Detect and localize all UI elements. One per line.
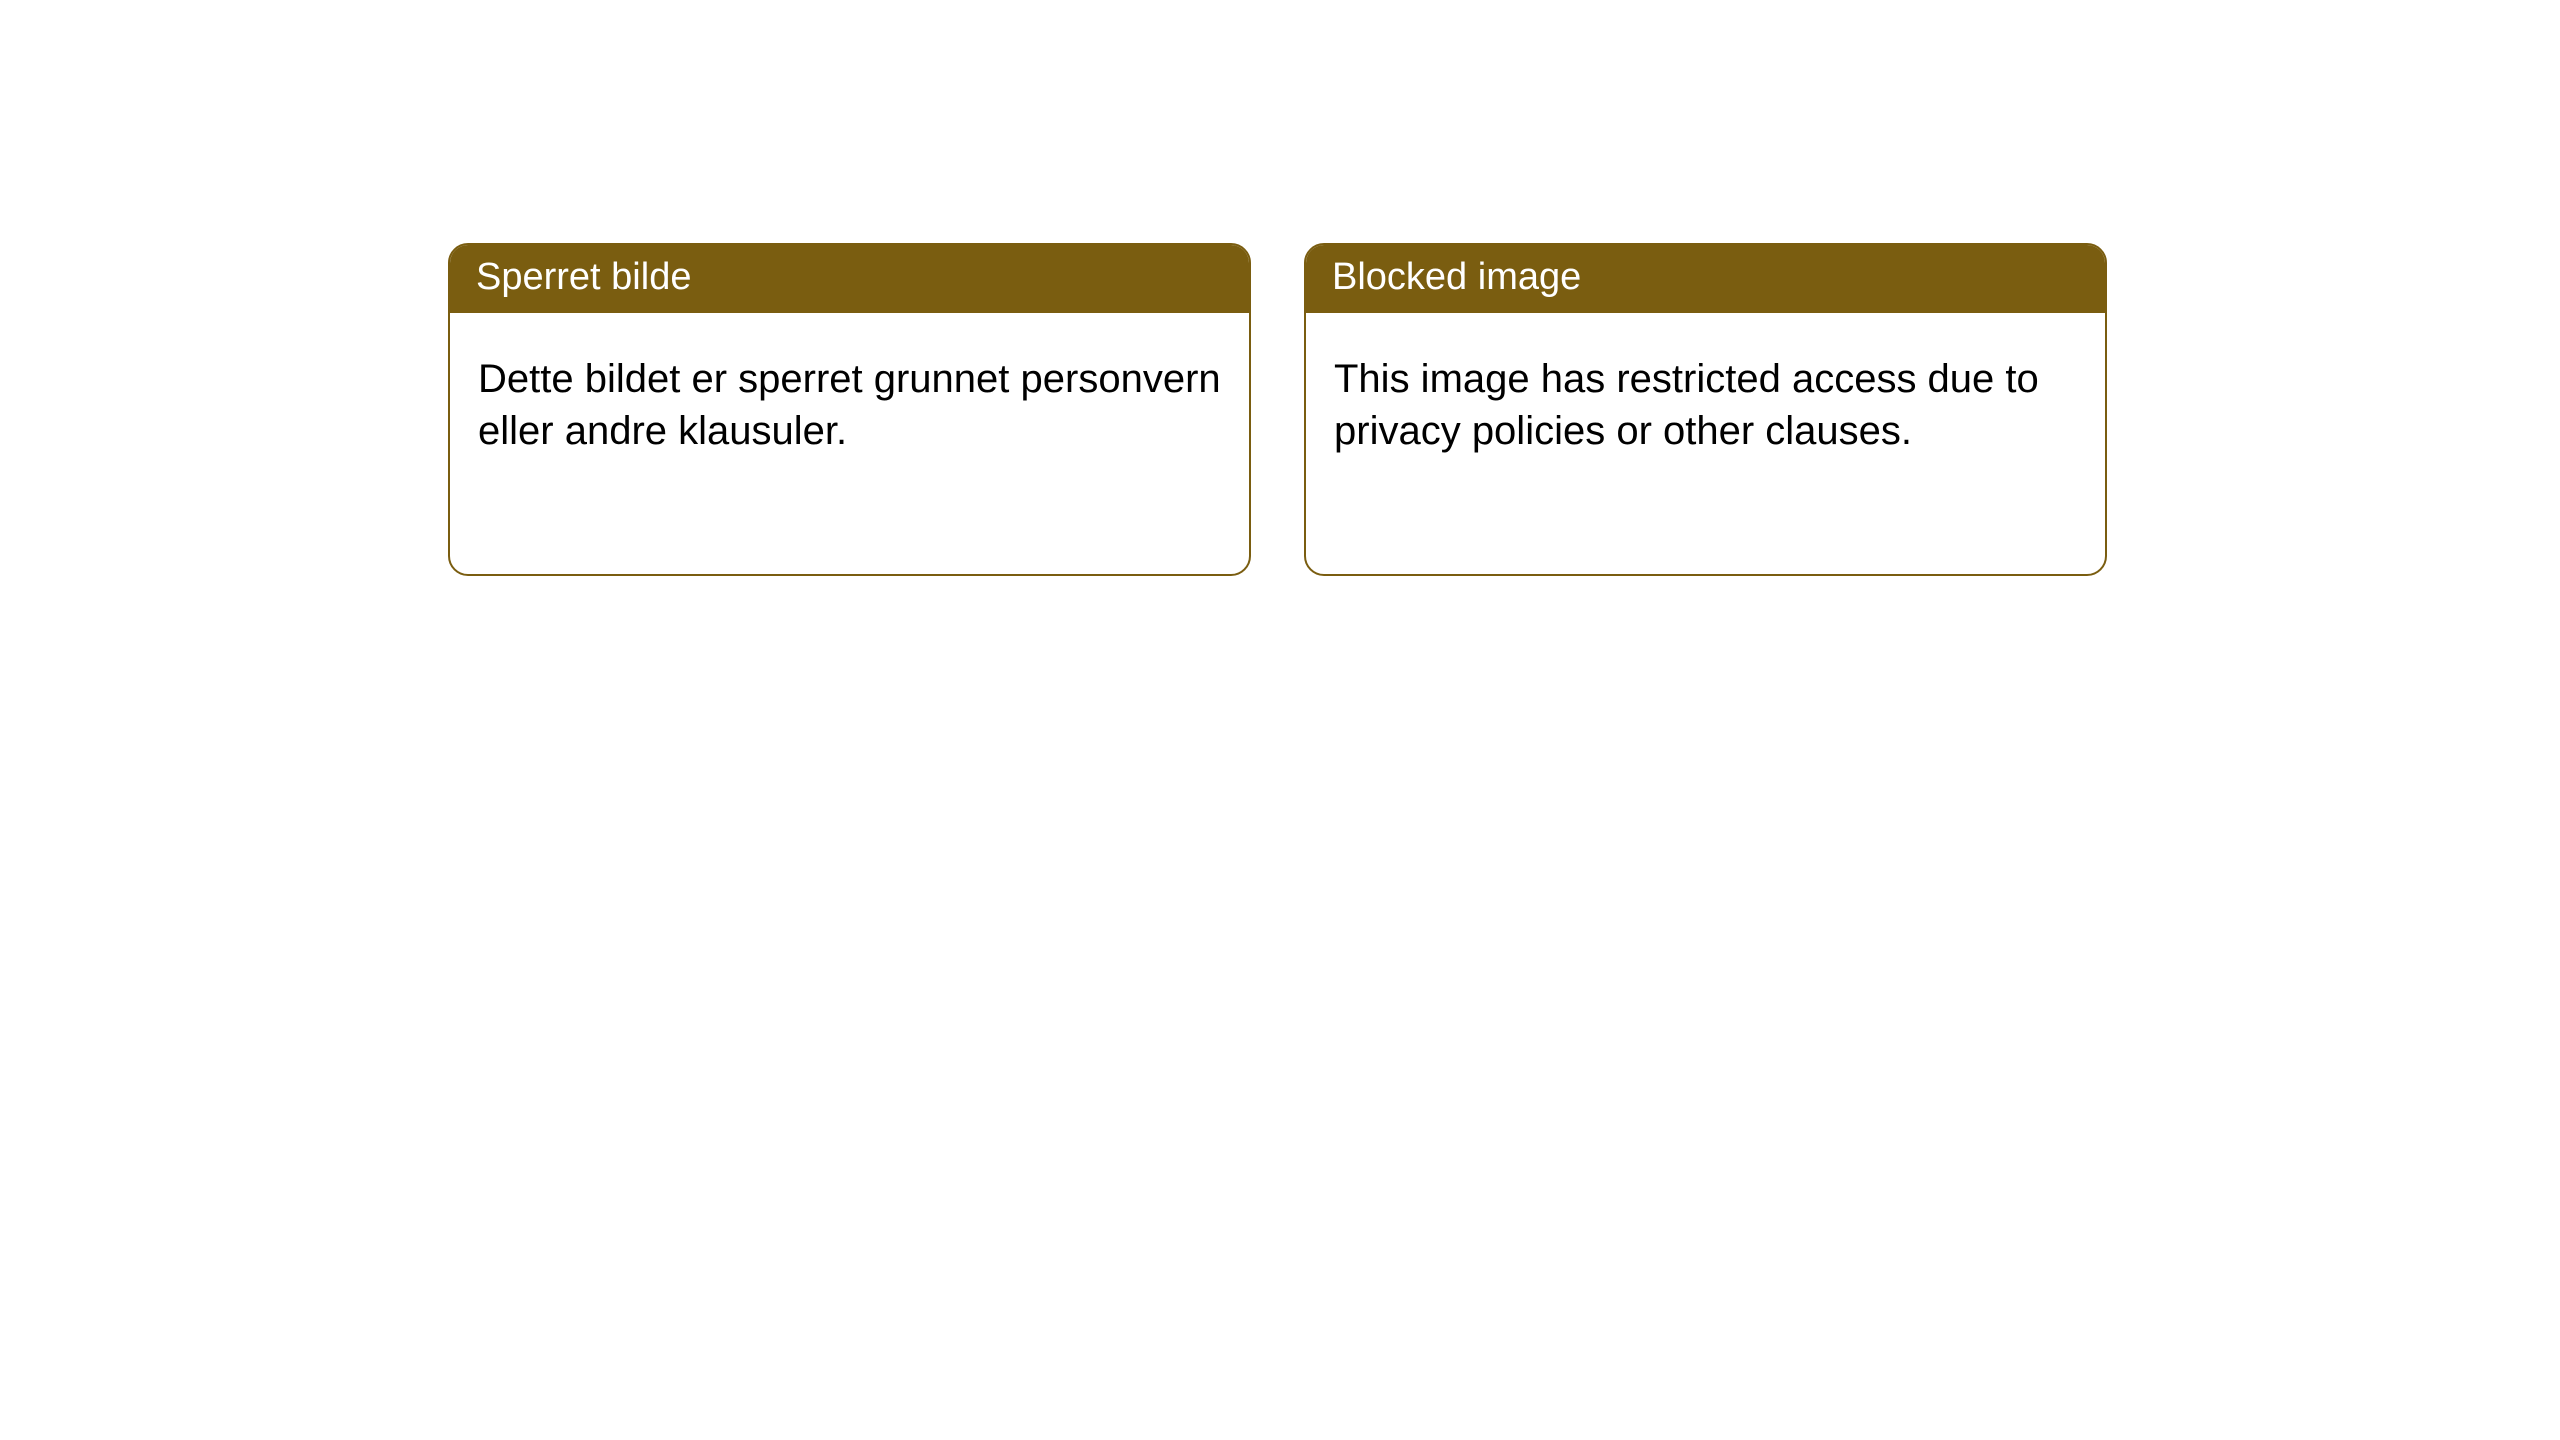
notice-card-en: Blocked image This image has restricted … [1304,243,2107,576]
notice-body-no: Dette bildet er sperret grunnet personve… [450,313,1249,485]
notice-body-en: This image has restricted access due to … [1306,313,2105,485]
notice-title-en: Blocked image [1306,245,2105,313]
notice-title-no: Sperret bilde [450,245,1249,313]
notice-row: Sperret bilde Dette bildet er sperret gr… [0,0,2560,576]
notice-card-no: Sperret bilde Dette bildet er sperret gr… [448,243,1251,576]
